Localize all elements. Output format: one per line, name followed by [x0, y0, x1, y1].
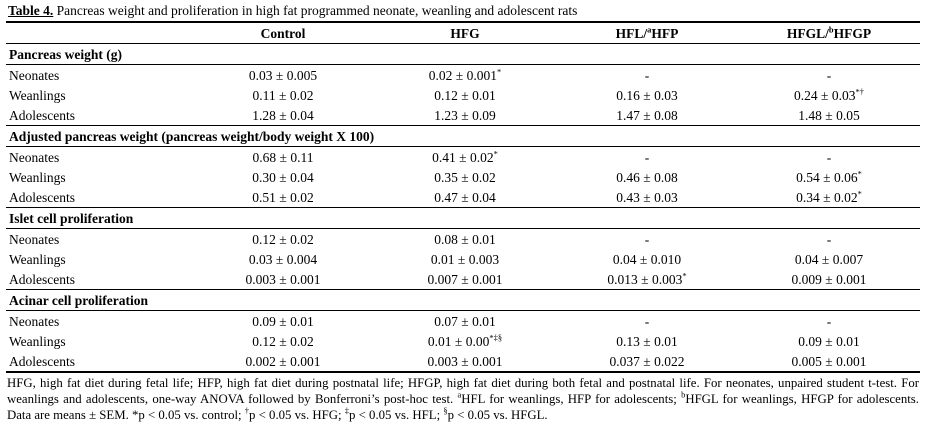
section-header: Islet cell proliferation	[6, 207, 920, 229]
row-label: Adolescents	[9, 271, 75, 287]
cell-hfg: 0.003 ± 0.001	[427, 353, 503, 369]
section-islet-cell-proliferation: Islet cell proliferation	[6, 207, 920, 229]
row-islet-weanlings: Weanlings 0.03 ± 0.004 0.01 ± 0.003 0.04…	[6, 249, 920, 269]
row-label: Neonates	[9, 231, 60, 247]
row-label: Neonates	[9, 149, 60, 165]
row-acinar-weanlings: Weanlings 0.12 ± 0.02 0.01 ± 0.00*‡§ 0.1…	[6, 331, 920, 351]
row-label: Neonates	[9, 313, 60, 329]
row-label: Weanlings	[9, 87, 66, 103]
cell-hfg: 0.47 ± 0.04	[434, 189, 496, 205]
cell-hfgl-hfgp: 0.54 ± 0.06*	[796, 168, 862, 185]
row-islet-neonates: Neonates 0.12 ± 0.02 0.08 ± 0.01 - -	[6, 229, 920, 250]
column-header-hfgl-hfgp: HFGL/bHFGP	[786, 24, 872, 41]
row-acinar-adolescents: Adolescents 0.002 ± 0.001 0.003 ± 0.001 …	[6, 351, 920, 372]
cell-control: 1.28 ± 0.04	[252, 107, 314, 123]
column-header-hfl-hfp: HFL/aHFP	[615, 24, 679, 41]
cell-control: 0.002 ± 0.001	[245, 353, 321, 369]
cell-hfg: 1.23 ± 0.09	[434, 107, 496, 123]
section-header: Pancreas weight (g)	[6, 43, 920, 65]
cell-hfl-hfp: -	[644, 231, 650, 247]
row-adjusted-weight-neonates: Neonates 0.68 ± 0.11 0.41 ± 0.02* - -	[6, 147, 920, 168]
cell-hfl-hfp: 0.04 ± 0.010	[612, 251, 682, 267]
cell-hfl-hfp: -	[644, 313, 650, 329]
section-pancreas-weight: Pancreas weight (g)	[6, 43, 920, 65]
cell-hfgl-hfgp: 0.009 ± 0.001	[791, 271, 867, 287]
cell-hfl-hfp: 0.43 ± 0.03	[616, 189, 678, 205]
cell-hfgl-hfgp: 0.34 ± 0.02*	[796, 188, 862, 205]
row-label: Adolescents	[9, 353, 75, 369]
table-footnote: HFG, high fat diet during fetal life; HF…	[7, 376, 919, 422]
cell-hfg: 0.02 ± 0.001*	[428, 66, 502, 83]
row-adjusted-weight-weanlings: Weanlings 0.30 ± 0.04 0.35 ± 0.02 0.46 ±…	[6, 167, 920, 187]
cell-control: 0.11 ± 0.02	[252, 87, 314, 103]
table-caption-text: Pancreas weight and proliferation in hig…	[53, 3, 578, 18]
section-acinar-cell-proliferation: Acinar cell proliferation	[6, 289, 920, 311]
section-header: Acinar cell proliferation	[6, 289, 920, 311]
cell-control: 0.68 ± 0.11	[252, 149, 314, 165]
cell-control: 0.09 ± 0.01	[252, 313, 314, 329]
cell-hfl-hfp: 0.13 ± 0.01	[616, 333, 678, 349]
cell-hfgl-hfgp: 0.24 ± 0.03*†	[794, 86, 864, 103]
column-header-empty	[6, 23, 192, 44]
cell-hfgl-hfgp: -	[826, 313, 832, 329]
row-pancreas-weight-adolescents: Adolescents 1.28 ± 0.04 1.23 ± 0.09 1.47…	[6, 105, 920, 126]
row-islet-adolescents: Adolescents 0.003 ± 0.001 0.007 ± 0.001 …	[6, 269, 920, 290]
cell-hfgl-hfgp: 0.005 ± 0.001	[791, 353, 867, 369]
cell-hfg: 0.007 ± 0.001	[427, 271, 503, 287]
cell-hfgl-hfgp: -	[826, 231, 832, 247]
cell-control: 0.12 ± 0.02	[252, 231, 314, 247]
cell-hfgl-hfgp: 0.04 ± 0.007	[794, 251, 864, 267]
row-adjusted-weight-adolescents: Adolescents 0.51 ± 0.02 0.47 ± 0.04 0.43…	[6, 187, 920, 208]
cell-hfg: 0.07 ± 0.01	[434, 313, 496, 329]
cell-hfl-hfp: 0.013 ± 0.003*	[607, 270, 687, 287]
row-acinar-neonates: Neonates 0.09 ± 0.01 0.07 ± 0.01 - -	[6, 311, 920, 332]
row-pancreas-weight-neonates: Neonates 0.03 ± 0.005 0.02 ± 0.001* - -	[6, 65, 920, 86]
table-caption: Table 4. Pancreas weight and proliferati…	[6, 2, 920, 23]
row-label: Adolescents	[9, 107, 75, 123]
cell-hfl-hfp: 1.47 ± 0.08	[616, 107, 678, 123]
column-header-control: Control	[260, 25, 306, 41]
cell-hfgl-hfgp: -	[826, 149, 832, 165]
section-adjusted-pancreas-weight: Adjusted pancreas weight (pancreas weigh…	[6, 125, 920, 147]
table-number: Table 4.	[8, 3, 54, 18]
cell-hfl-hfp: -	[644, 67, 650, 83]
column-header-hfg: HFG	[450, 25, 480, 41]
cell-control: 0.12 ± 0.02	[252, 333, 314, 349]
row-pancreas-weight-weanlings: Weanlings 0.11 ± 0.02 0.12 ± 0.01 0.16 ±…	[6, 85, 920, 105]
cell-hfg: 0.35 ± 0.02	[434, 169, 496, 185]
cell-control: 0.03 ± 0.005	[248, 67, 318, 83]
section-header: Adjusted pancreas weight (pancreas weigh…	[6, 125, 920, 147]
cell-control: 0.51 ± 0.02	[252, 189, 314, 205]
cell-hfl-hfp: 0.16 ± 0.03	[616, 87, 678, 103]
cell-hfl-hfp: 0.46 ± 0.08	[616, 169, 678, 185]
cell-hfgl-hfgp: 0.09 ± 0.01	[798, 333, 860, 349]
row-label: Weanlings	[9, 169, 66, 185]
cell-control: 0.003 ± 0.001	[245, 271, 321, 287]
row-label: Neonates	[9, 67, 60, 83]
cell-hfg: 0.08 ± 0.01	[434, 231, 496, 247]
cell-hfl-hfp: -	[644, 149, 650, 165]
cell-hfl-hfp: 0.037 ± 0.022	[609, 353, 685, 369]
cell-control: 0.30 ± 0.04	[252, 169, 314, 185]
cell-hfg: 0.41 ± 0.02*	[432, 148, 498, 165]
row-label: Weanlings	[9, 333, 66, 349]
row-label: Adolescents	[9, 189, 75, 205]
data-table: Control HFG HFL/aHFP HFGL/bHFGP Pancreas…	[6, 23, 920, 373]
cell-hfg: 0.12 ± 0.01	[434, 87, 496, 103]
row-label: Weanlings	[9, 251, 66, 267]
cell-hfg: 0.01 ± 0.003	[430, 251, 500, 267]
cell-hfgl-hfgp: -	[826, 67, 832, 83]
column-header-row: Control HFG HFL/aHFP HFGL/bHFGP	[6, 23, 920, 44]
cell-hfgl-hfgp: 1.48 ± 0.05	[798, 107, 860, 123]
cell-control: 0.03 ± 0.004	[248, 251, 318, 267]
cell-hfg: 0.01 ± 0.00*‡§	[427, 332, 503, 349]
